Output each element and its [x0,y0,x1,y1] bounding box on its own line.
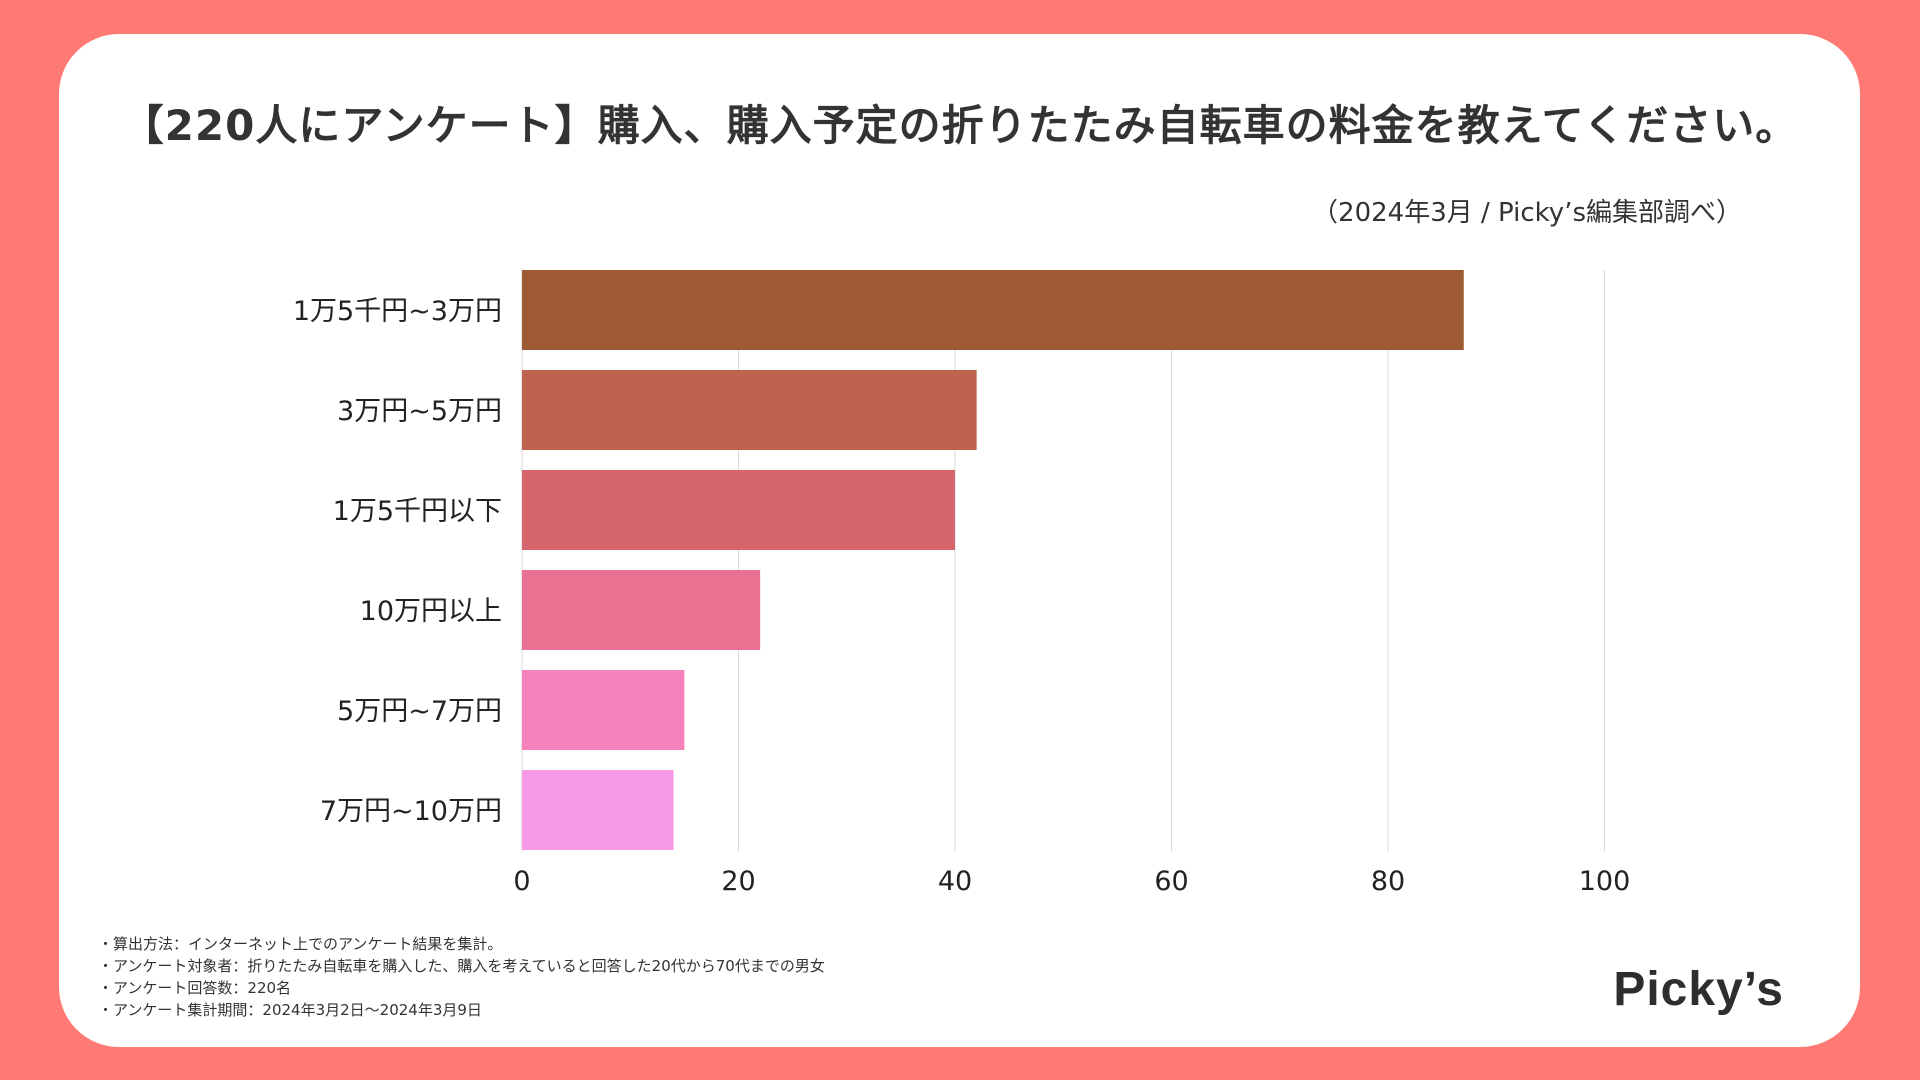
bar-0 [522,270,1464,350]
category-label-2: 1万5千円以下 [333,496,502,527]
category-label-5: 7万円~10万円 [320,796,502,827]
footnote-count: ・アンケート回答数：220名 [98,979,292,997]
chart-subtitle: （2024年3月 / Picky’s編集部調べ） [1312,198,1742,228]
category-label-4: 5万円~7万円 [337,696,502,727]
x-tick-label-60: 60 [1154,866,1188,897]
footnote-method: ・算出方法：インターネット上でのアンケート結果を集計。 [98,935,503,953]
bar-5 [522,770,674,850]
bar-1 [522,370,977,450]
x-tick-label-0: 0 [513,866,530,897]
category-label-0: 1万5千円~3万円 [293,296,502,327]
chart-title: 【220人にアンケート】購入、購入予定の折りたたみ自転車の料金を教えてください。 [121,101,1799,150]
x-tick-label-40: 40 [938,866,972,897]
category-label-1: 3万円~5万円 [337,396,502,427]
bar-3 [522,570,761,650]
footnote-target: ・アンケート対象者：折りたたみ自転車を購入した、購入を考えていると回答した20代… [98,957,825,975]
footnotes: ・算出方法：インターネット上でのアンケート結果を集計。 ・アンケート対象者：折り… [98,933,825,1021]
bar-4 [522,670,685,750]
card [59,34,1860,1047]
x-tick-label-20: 20 [721,866,755,897]
x-tick-label-100: 100 [1579,866,1631,897]
footnote-period: ・アンケート集計期間：2024年3月2日〜2024年3月9日 [98,1001,482,1019]
category-label-3: 10万円以上 [360,596,502,627]
x-tick-label-80: 80 [1371,866,1405,897]
bar-2 [522,470,955,550]
picky-s-logo: Picky’s [1613,963,1784,1016]
